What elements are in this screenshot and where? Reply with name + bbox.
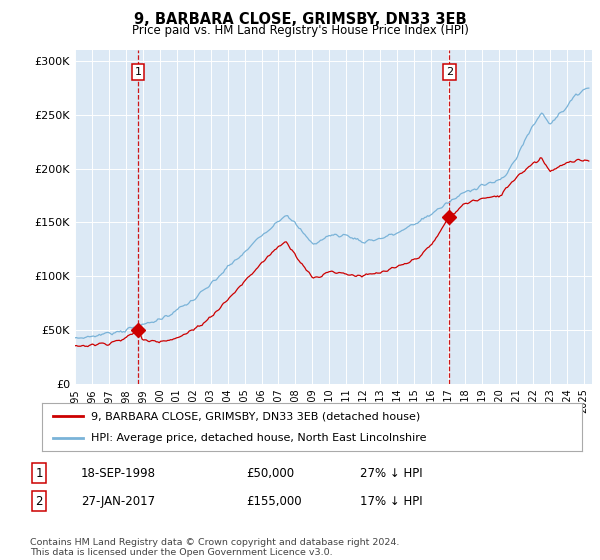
Text: 9, BARBARA CLOSE, GRIMSBY, DN33 3EB: 9, BARBARA CLOSE, GRIMSBY, DN33 3EB [134, 12, 466, 27]
Text: HPI: Average price, detached house, North East Lincolnshire: HPI: Average price, detached house, Nort… [91, 433, 426, 443]
Text: 27-JAN-2017: 27-JAN-2017 [81, 494, 155, 508]
Text: 2: 2 [35, 494, 43, 508]
Text: 1: 1 [134, 67, 142, 77]
Text: Price paid vs. HM Land Registry's House Price Index (HPI): Price paid vs. HM Land Registry's House … [131, 24, 469, 36]
Text: £50,000: £50,000 [246, 466, 294, 480]
Text: 1: 1 [35, 466, 43, 480]
Text: £155,000: £155,000 [246, 494, 302, 508]
Text: Contains HM Land Registry data © Crown copyright and database right 2024.
This d: Contains HM Land Registry data © Crown c… [30, 538, 400, 557]
Text: 17% ↓ HPI: 17% ↓ HPI [360, 494, 422, 508]
Text: 2: 2 [446, 67, 453, 77]
Text: 18-SEP-1998: 18-SEP-1998 [81, 466, 156, 480]
Text: 27% ↓ HPI: 27% ↓ HPI [360, 466, 422, 480]
Text: 9, BARBARA CLOSE, GRIMSBY, DN33 3EB (detached house): 9, BARBARA CLOSE, GRIMSBY, DN33 3EB (det… [91, 411, 420, 421]
